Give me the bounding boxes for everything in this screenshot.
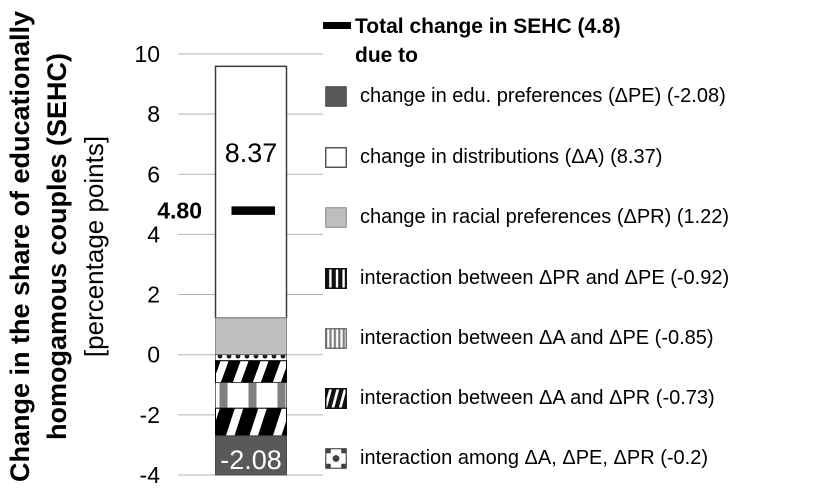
legend-title-text: Total change in SEHC (4.8) due to [355,12,621,70]
legend-title: Total change in SEHC (4.8) [355,15,621,38]
dots-grid-swatch-icon [325,447,347,469]
legend-item-label: change in edu. preferences (ΔPE) (-2.08) [360,84,726,107]
legend-item: interaction between ΔA and ΔPE (-0.85) [325,327,714,349]
tick-label: 0 [147,342,160,368]
tick-label: 6 [147,161,160,187]
legend-item-label: change in racial preferences (ΔPR) (1.22… [360,205,730,228]
y-axis-tick-labels: 10 8 6 4 2 0 -2 -4 [134,41,160,488]
bar-segment [215,317,287,356]
legend-item-label: interaction between ΔA and ΔPE (-0.85) [360,326,714,349]
legend-subtitle: due to [355,44,418,67]
bar-segment [215,382,287,409]
solid-light-swatch-icon [325,206,347,228]
legend-title-row: Total change in SEHC (4.8) due to [323,12,621,70]
legend-item-label: interaction between ΔPR and ΔPE (-0.92) [360,266,730,289]
bar-annotations: 4.80 8.37 -2.08 [157,138,282,475]
solid-dark-swatch-icon [325,85,347,107]
legend-item-label: interaction among ΔA, ΔPE, ΔPR (-0.2) [360,446,708,469]
solid-white-swatch-icon [325,146,347,168]
legend-item: change in edu. preferences (ΔPE) (-2.08) [325,85,726,107]
bar-value-label: 8.37 [225,138,278,168]
bar-segment [214,65,288,319]
tick-label: 4 [147,221,160,247]
stacked-bar [214,65,288,476]
legend: Total change in SEHC (4.8) due to change… [323,0,830,493]
tick-label: 2 [147,282,160,308]
bar-value-label: -2.08 [220,445,282,475]
bar-segment [215,360,287,384]
bar-segment [215,407,287,437]
legend-item: change in racial preferences (ΔPR) (1.22… [325,206,729,228]
vbars-gray-thin-swatch-icon [325,327,347,349]
tick-label: -4 [140,462,161,488]
total-change-marker [231,206,275,215]
total-change-dash-icon [323,22,351,29]
total-change-value-label: 4.80 [157,197,202,223]
tick-label: 10 [134,41,160,67]
legend-item-label: change in distributions (ΔA) (8.37) [360,145,663,168]
tick-label: -2 [140,402,160,428]
bar-segment [215,435,287,476]
legend-item: interaction between ΔPR and ΔPE (-0.92) [325,267,729,289]
legend-item: interaction between ΔA and ΔPR (-0.73) [325,387,715,409]
legend-item: interaction among ΔA, ΔPE, ΔPR (-0.2) [325,447,708,469]
diag-black-swatch-icon [325,387,347,409]
tick-label: 8 [147,101,160,127]
legend-item-label: interaction between ΔA and ΔPR (-0.73) [360,386,715,409]
vbars-black-swatch-icon [325,267,347,289]
bar-segment [215,354,287,362]
legend-item: change in distributions (ΔA) (8.37) [325,146,662,168]
